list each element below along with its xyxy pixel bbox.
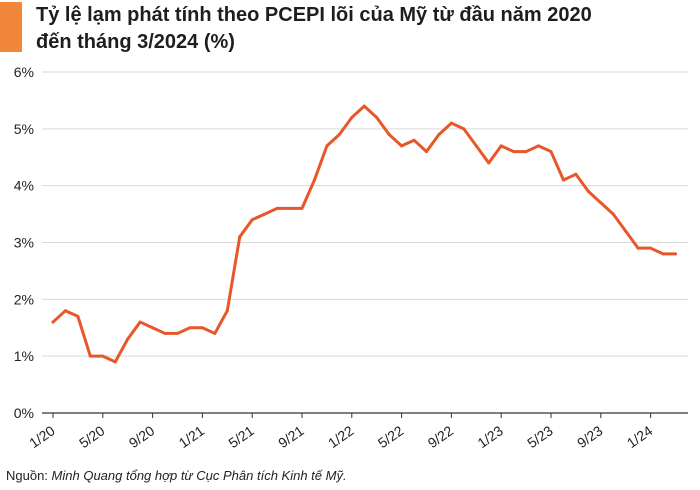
data-point bbox=[238, 235, 242, 239]
data-point bbox=[337, 133, 341, 137]
data-point bbox=[400, 144, 404, 148]
data-point bbox=[275, 206, 279, 210]
data-point bbox=[88, 354, 92, 358]
y-axis-ticks: 0% 1% 2% 3% 4% 5% 6% bbox=[14, 64, 34, 421]
data-point bbox=[387, 133, 391, 137]
data-point bbox=[624, 229, 628, 233]
data-point bbox=[649, 246, 653, 250]
data-point bbox=[288, 206, 292, 210]
data-point bbox=[425, 150, 428, 154]
data-point bbox=[312, 178, 316, 182]
line-chart: 0%1%2%3%4%5%6% 1/20 5/20 9/20 1/21 5/21 9/21 1… bbox=[14, 64, 688, 451]
x-tick-label: 9/20 bbox=[126, 422, 158, 451]
data-point bbox=[674, 252, 677, 256]
data-point bbox=[163, 331, 167, 335]
x-tick-label: 5/22 bbox=[375, 422, 407, 451]
x-tick-label: 1/24 bbox=[624, 422, 656, 451]
data-point bbox=[412, 138, 416, 142]
data-point bbox=[213, 331, 217, 335]
data-point bbox=[151, 326, 155, 330]
data-point bbox=[449, 121, 453, 125]
data-point bbox=[524, 150, 528, 154]
source-text: Minh Quang tổng hợp từ Cục Phân tích Kin… bbox=[51, 468, 347, 483]
x-tick-label: 5/20 bbox=[76, 422, 108, 451]
source-label: Nguồn: bbox=[6, 468, 48, 483]
chart-title-line-2: đến tháng 3/2024 (%) bbox=[36, 31, 235, 53]
data-point bbox=[611, 212, 615, 216]
x-tick-label: 1/20 bbox=[26, 422, 58, 451]
y-tick-label: 4% bbox=[14, 178, 34, 194]
data-point bbox=[76, 314, 80, 318]
source-note: Nguồn: Minh Quang tổng hợp từ Cục Phân t… bbox=[6, 468, 347, 483]
data-point bbox=[250, 218, 254, 222]
data-point bbox=[599, 201, 603, 205]
series-line bbox=[51, 104, 677, 364]
data-point bbox=[474, 144, 478, 148]
data-point bbox=[574, 172, 578, 176]
data-point bbox=[225, 309, 229, 313]
x-tick-label: 1/21 bbox=[176, 422, 208, 451]
x-tick-label: 1/22 bbox=[325, 422, 357, 451]
data-point bbox=[586, 189, 590, 193]
chart-title: Tỷ lệ lạm phát tính theo PCEPI lõi của M… bbox=[36, 2, 686, 56]
data-point bbox=[63, 309, 67, 313]
data-point bbox=[437, 133, 441, 137]
data-point bbox=[362, 104, 366, 108]
data-point bbox=[113, 360, 117, 364]
data-point bbox=[138, 320, 142, 324]
x-tick-label: 5/23 bbox=[524, 422, 556, 451]
y-tick-label: 5% bbox=[14, 121, 34, 137]
data-point bbox=[350, 115, 354, 119]
x-axis-ticks: 1/20 5/20 9/20 1/21 5/21 9/21 1/22 5/22 9/22 1/23… bbox=[26, 413, 655, 451]
data-point bbox=[176, 331, 179, 335]
data-point bbox=[561, 178, 565, 182]
data-point bbox=[101, 354, 105, 358]
chart-title-line-1: Tỷ lệ lạm phát tính theo PCEPI lõi của M… bbox=[36, 4, 592, 26]
data-point bbox=[636, 246, 640, 250]
data-point bbox=[549, 150, 553, 154]
x-tick-label: 9/22 bbox=[425, 422, 457, 451]
y-tick-label: 3% bbox=[14, 235, 34, 251]
data-point bbox=[499, 144, 503, 148]
data-point bbox=[512, 150, 516, 154]
grid-lines bbox=[42, 71, 688, 414]
x-tick-label: 9/23 bbox=[574, 422, 606, 451]
x-tick-label: 5/21 bbox=[225, 422, 257, 451]
data-point bbox=[325, 144, 329, 148]
data-point bbox=[375, 115, 379, 119]
data-point bbox=[263, 212, 267, 216]
data-point bbox=[487, 161, 491, 165]
y-tick-label: 1% bbox=[14, 348, 34, 364]
data-point bbox=[462, 127, 466, 131]
x-tick-label: 1/23 bbox=[474, 422, 506, 451]
x-tick-label: 9/21 bbox=[275, 422, 307, 451]
y-tick-label: 6% bbox=[14, 64, 34, 80]
data-point bbox=[126, 337, 130, 341]
data-point bbox=[661, 252, 665, 256]
data-point bbox=[300, 206, 304, 210]
data-point bbox=[188, 326, 192, 330]
y-tick-label: 0% bbox=[14, 405, 34, 421]
y-tick-label: 2% bbox=[14, 291, 34, 307]
data-point bbox=[200, 326, 204, 330]
title-accent-bar bbox=[0, 2, 22, 52]
data-point bbox=[51, 320, 55, 324]
series-points bbox=[51, 104, 677, 364]
data-point bbox=[537, 144, 541, 148]
